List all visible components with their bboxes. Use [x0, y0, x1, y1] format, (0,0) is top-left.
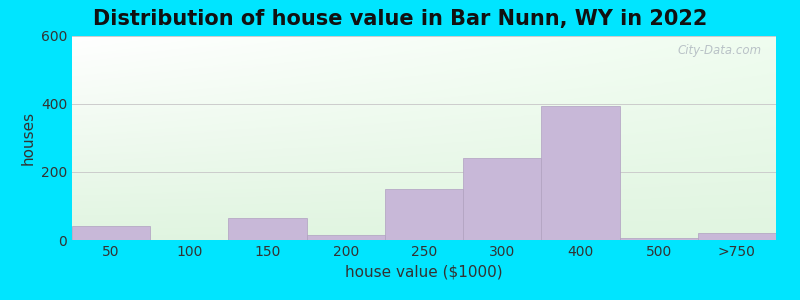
Bar — [306, 235, 385, 240]
Bar — [229, 218, 306, 240]
Bar — [385, 189, 463, 240]
Y-axis label: houses: houses — [20, 111, 35, 165]
Bar — [463, 158, 542, 240]
Bar — [542, 106, 619, 240]
Text: Distribution of house value in Bar Nunn, WY in 2022: Distribution of house value in Bar Nunn,… — [93, 9, 707, 29]
Bar — [698, 233, 776, 240]
Bar — [72, 226, 150, 240]
Bar — [619, 238, 698, 240]
X-axis label: house value ($1000): house value ($1000) — [345, 264, 503, 279]
Text: City-Data.com: City-Data.com — [678, 44, 762, 57]
